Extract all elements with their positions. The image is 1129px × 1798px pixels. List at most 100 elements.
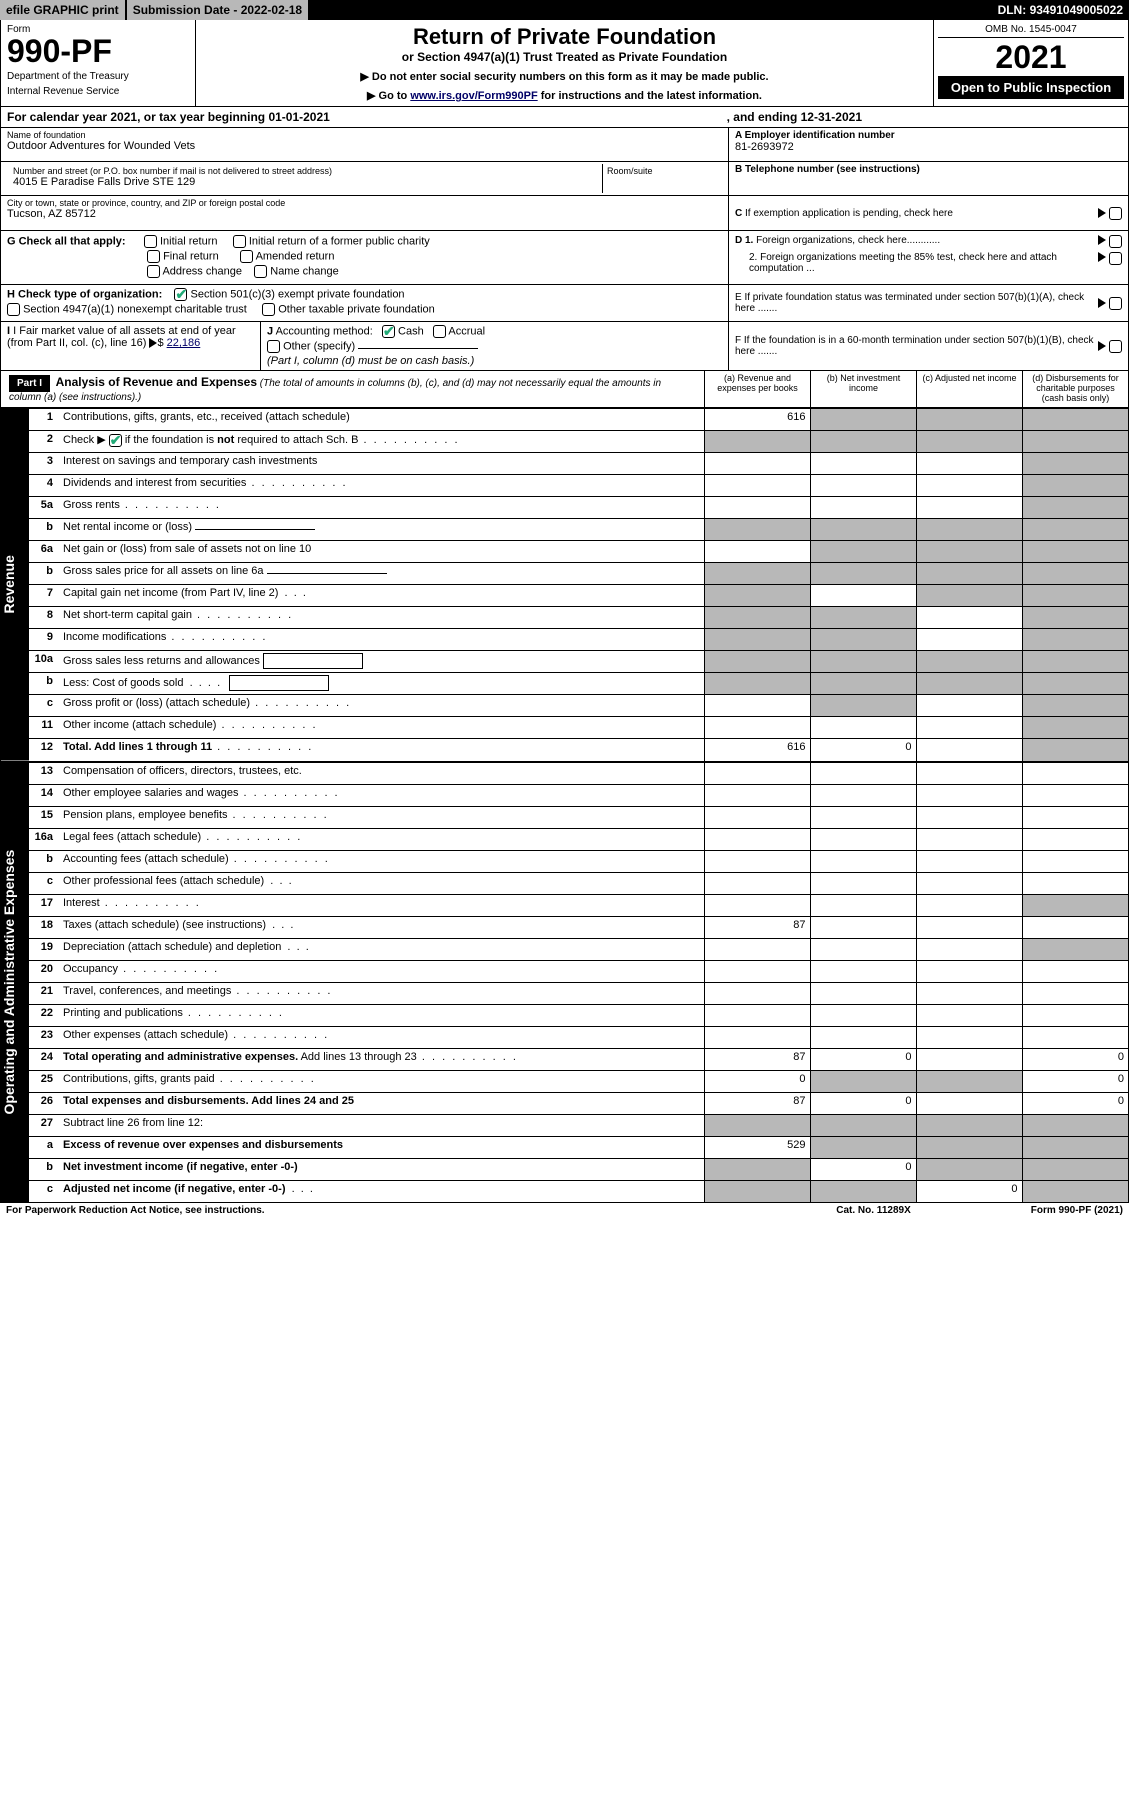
amended-return-checkbox[interactable] xyxy=(240,250,253,263)
exemption-checkbox[interactable] xyxy=(1109,207,1122,220)
table-row: 1Contributions, gifts, grants, etc., rec… xyxy=(29,409,1128,431)
dln: DLN: 93491049005022 xyxy=(992,0,1129,20)
table-row: cGross profit or (loss) (attach schedule… xyxy=(29,695,1128,717)
fmv-value: 22,186 xyxy=(167,337,201,349)
part-i-title: Analysis of Revenue and Expenses xyxy=(56,375,257,389)
table-row: 14Other employee salaries and wages xyxy=(29,784,1128,806)
arrow-icon xyxy=(1098,235,1106,245)
entity-block: Name of foundation Outdoor Adventures fo… xyxy=(0,128,1129,231)
table-row: 19Depreciation (attach schedule) and dep… xyxy=(29,938,1128,960)
table-row: 11Other income (attach schedule) xyxy=(29,717,1128,739)
open-inspection: Open to Public Inspection xyxy=(938,76,1124,99)
city-label: City or town, state or province, country… xyxy=(7,198,722,208)
table-row: 17Interest xyxy=(29,894,1128,916)
footer: For Paperwork Reduction Act Notice, see … xyxy=(0,1203,1129,1218)
table-row: 26Total expenses and disbursements. Add … xyxy=(29,1092,1128,1114)
arrow-icon xyxy=(1098,208,1106,218)
calendar-year-row: For calendar year 2021, or tax year begi… xyxy=(0,107,1129,128)
table-row: bNet investment income (if negative, ent… xyxy=(29,1158,1128,1180)
schb-checkbox[interactable] xyxy=(109,434,122,447)
col-d-header: (d) Disbursements for charitable purpose… xyxy=(1022,371,1128,407)
table-row: 24Total operating and administrative exp… xyxy=(29,1048,1128,1070)
pra-notice: For Paperwork Reduction Act Notice, see … xyxy=(6,1205,265,1216)
col-b-header: (b) Net investment income xyxy=(810,371,916,407)
table-row: bNet rental income or (loss) xyxy=(29,519,1128,541)
other-taxable-checkbox[interactable] xyxy=(262,303,275,316)
address-change-checkbox[interactable] xyxy=(147,265,160,278)
exemption-pending-label: C If exemption application is pending, c… xyxy=(735,208,1098,219)
cash-basis-note: (Part I, column (d) must be on cash basi… xyxy=(267,355,722,367)
form990pf-link[interactable]: www.irs.gov/Form990PF xyxy=(410,90,537,102)
table-row: 4Dividends and interest from securities xyxy=(29,475,1128,497)
accrual-checkbox[interactable] xyxy=(433,325,446,338)
d1-checkbox[interactable] xyxy=(1109,235,1122,248)
other-method-checkbox[interactable] xyxy=(267,340,280,353)
4947a1-checkbox[interactable] xyxy=(7,303,20,316)
table-row: bAccounting fees (attach schedule) xyxy=(29,850,1128,872)
name-label: Name of foundation xyxy=(7,130,722,140)
table-row: 15Pension plans, employee benefits xyxy=(29,806,1128,828)
section-g-d: G Check all that apply: Initial return I… xyxy=(0,231,1129,285)
expenses-section: Operating and Administrative Expenses 13… xyxy=(0,762,1129,1204)
arrow-icon xyxy=(1098,341,1106,351)
submission-date: Submission Date - 2022-02-18 xyxy=(127,0,308,20)
room-suite-label: Room/suite xyxy=(602,164,722,193)
tax-year: 2021 xyxy=(938,38,1124,76)
col-c-header: (c) Adjusted net income xyxy=(916,371,1022,407)
table-row: cOther professional fees (attach schedul… xyxy=(29,872,1128,894)
ein-label: A Employer identification number xyxy=(735,130,1122,141)
table-row: 12Total. Add lines 1 through 116160 xyxy=(29,739,1128,761)
form-ref: Form 990-PF (2021) xyxy=(1031,1205,1123,1216)
cash-checkbox[interactable] xyxy=(382,325,395,338)
revenue-vlabel: Revenue xyxy=(1,408,29,761)
table-row: bGross sales price for all assets on lin… xyxy=(29,563,1128,585)
arrow-icon xyxy=(1098,252,1106,262)
ein-value: 81-2693972 xyxy=(735,141,1122,153)
omb-number: OMB No. 1545-0047 xyxy=(938,24,1124,38)
table-row: cAdjusted net income (if negative, enter… xyxy=(29,1180,1128,1202)
form-number: 990-PF xyxy=(7,35,189,67)
efile-label[interactable]: efile GRAPHIC print xyxy=(0,0,125,20)
expenses-vlabel: Operating and Administrative Expenses xyxy=(1,762,29,1203)
table-row: 7Capital gain net income (from Part IV, … xyxy=(29,585,1128,607)
part-i-label: Part I xyxy=(9,375,50,392)
h-label: H Check type of organization: xyxy=(7,288,162,300)
top-bar: efile GRAPHIC print Submission Date - 20… xyxy=(0,0,1129,20)
e-checkbox[interactable] xyxy=(1109,297,1122,310)
d2-checkbox[interactable] xyxy=(1109,252,1122,265)
part-i: Part I Analysis of Revenue and Expenses … xyxy=(0,371,1129,408)
initial-former-checkbox[interactable] xyxy=(233,235,246,248)
table-row: 22Printing and publications xyxy=(29,1004,1128,1026)
table-row: 27Subtract line 26 from line 12: xyxy=(29,1114,1128,1136)
table-row: 10aGross sales less returns and allowanc… xyxy=(29,651,1128,673)
table-row: 23Other expenses (attach schedule) xyxy=(29,1026,1128,1048)
arrow-icon xyxy=(1098,298,1106,308)
initial-return-checkbox[interactable] xyxy=(144,235,157,248)
table-row: 21Travel, conferences, and meetings xyxy=(29,982,1128,1004)
table-row: 9Income modifications xyxy=(29,629,1128,651)
501c3-checkbox[interactable] xyxy=(174,288,187,301)
foundation-name: Outdoor Adventures for Wounded Vets xyxy=(7,140,722,152)
table-row: 6aNet gain or (loss) from sale of assets… xyxy=(29,541,1128,563)
f-checkbox[interactable] xyxy=(1109,340,1122,353)
table-row: aExcess of revenue over expenses and dis… xyxy=(29,1136,1128,1158)
city-state-zip: Tucson, AZ 85712 xyxy=(7,208,722,220)
e-label: E If private foundation status was termi… xyxy=(735,292,1098,314)
g-label: G Check all that apply: xyxy=(7,235,126,247)
f-label: F If the foundation is in a 60-month ter… xyxy=(735,335,1098,357)
instr-ssn: ▶ Do not enter social security numbers o… xyxy=(204,70,925,83)
col-a-header: (a) Revenue and expenses per books xyxy=(704,371,810,407)
table-row: 13Compensation of officers, directors, t… xyxy=(29,762,1128,784)
table-row: 5aGross rents xyxy=(29,497,1128,519)
form-title: Return of Private Foundation xyxy=(204,24,925,50)
street-address: 4015 E Paradise Falls Drive STE 129 xyxy=(13,176,596,188)
section-i-j-f: I I Fair market value of all assets at e… xyxy=(0,322,1129,371)
name-change-checkbox[interactable] xyxy=(254,265,267,278)
final-return-checkbox[interactable] xyxy=(147,250,160,263)
revenue-section: Revenue 1Contributions, gifts, grants, e… xyxy=(0,408,1129,762)
irs: Internal Revenue Service xyxy=(7,86,189,97)
dept-treasury: Department of the Treasury xyxy=(7,71,189,82)
table-row: 8Net short-term capital gain xyxy=(29,607,1128,629)
table-row: bLess: Cost of goods sold . . . . xyxy=(29,673,1128,695)
cat-number: Cat. No. 11289X xyxy=(836,1205,910,1216)
